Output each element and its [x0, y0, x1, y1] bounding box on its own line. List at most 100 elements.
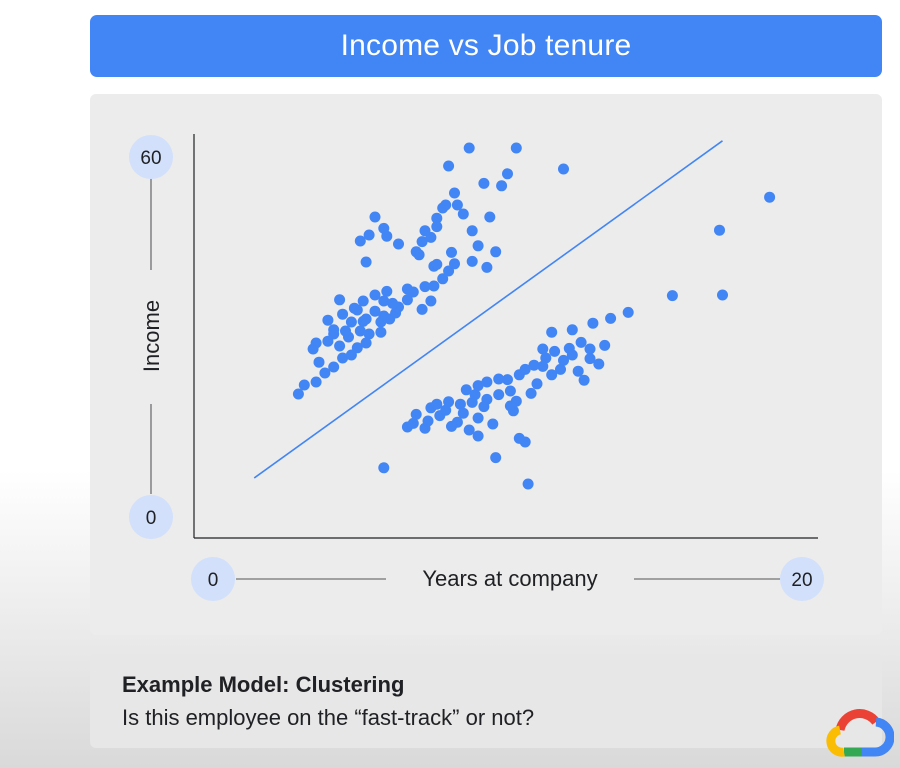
data-point-51 [466, 255, 478, 267]
data-point-61 [419, 225, 431, 237]
data-point-94 [440, 404, 452, 416]
data-point-10 [334, 340, 346, 352]
data-point-22 [369, 305, 381, 317]
data-point-23 [363, 328, 375, 340]
chart-panel: 60 0 0 20 Years at company Income [90, 94, 882, 635]
data-point-141 [472, 430, 484, 442]
data-point-85 [378, 462, 390, 474]
data-point-108 [493, 373, 505, 385]
y-tick-label-bottom: 0 [146, 508, 157, 529]
data-point-144 [513, 432, 525, 444]
data-point-87 [407, 417, 419, 429]
data-point-80 [502, 168, 513, 180]
data-point-63 [410, 246, 422, 258]
data-point-4 [328, 361, 340, 373]
data-point-54 [466, 225, 478, 237]
chart-title: Income vs Job tenure [340, 29, 632, 62]
data-point-78 [478, 177, 490, 189]
data-point-127 [572, 365, 584, 377]
data-point-97 [457, 407, 469, 419]
data-point-67 [378, 222, 390, 234]
data-point-151 [764, 191, 776, 203]
data-point-42 [425, 295, 437, 307]
data-point-15 [360, 337, 372, 349]
data-point-18 [345, 316, 357, 328]
data-point-83 [463, 142, 475, 154]
data-point-150 [717, 289, 728, 301]
data-point-32 [375, 326, 387, 338]
data-point-107 [481, 376, 493, 388]
data-point-6 [313, 356, 325, 368]
data-point-124 [555, 363, 566, 375]
data-point-74 [457, 208, 469, 220]
title-bar: Income vs Job tenure [90, 15, 882, 77]
data-point-28 [357, 295, 369, 307]
data-point-135 [546, 326, 558, 338]
data-point-19 [340, 325, 351, 337]
data-point-52 [481, 261, 493, 273]
data-point-90 [422, 415, 434, 427]
data-point-40 [401, 294, 413, 306]
data-point-16 [322, 314, 334, 326]
y-tick-top-badge [129, 135, 173, 179]
scatter-chart: 60 0 0 20 Years at company Income [129, 134, 824, 601]
trend-line [253, 140, 723, 479]
data-point-73 [440, 199, 452, 211]
data-point-111 [504, 385, 516, 397]
data-point-69 [360, 256, 372, 268]
data-point-116 [537, 360, 549, 372]
data-point-0 [292, 388, 304, 400]
caption-subtitle: Is this employee on the “fast-track” or … [122, 705, 535, 730]
data-point-79 [496, 180, 508, 192]
x-tick-right-badge [780, 557, 824, 601]
data-point-60 [431, 221, 443, 233]
data-point-121 [584, 343, 596, 355]
data-point-36 [378, 295, 390, 307]
data-point-62 [416, 236, 428, 248]
data-point-66 [363, 229, 375, 241]
data-point-95 [443, 396, 455, 408]
data-point-96 [454, 398, 466, 410]
data-point-84 [558, 163, 569, 175]
data-points [292, 142, 776, 490]
data-point-12 [351, 342, 363, 354]
data-point-41 [416, 303, 428, 315]
data-point-31 [348, 302, 360, 314]
data-point-39 [369, 289, 381, 301]
data-point-130 [605, 312, 617, 324]
caption-title: Example Model: Clustering [122, 672, 405, 697]
data-point-93 [431, 398, 443, 410]
data-point-118 [549, 345, 561, 357]
data-point-77 [449, 187, 460, 199]
y-tick-label-top: 60 [140, 148, 161, 169]
data-point-145 [522, 478, 534, 490]
data-point-100 [460, 384, 472, 396]
data-point-68 [369, 211, 381, 223]
data-point-109 [502, 374, 513, 386]
data-point-29 [334, 294, 346, 306]
data-point-47 [437, 273, 449, 285]
data-point-114 [531, 378, 543, 390]
data-point-8 [310, 337, 322, 349]
data-point-37 [381, 285, 393, 297]
data-point-30 [328, 324, 340, 336]
x-tick-label-right: 20 [791, 570, 812, 591]
data-point-88 [410, 408, 422, 420]
data-point-146 [504, 400, 516, 412]
data-point-149 [714, 224, 725, 236]
data-point-115 [519, 363, 531, 375]
data-point-76 [484, 211, 496, 223]
data-point-140 [446, 420, 457, 432]
data-point-70 [354, 235, 366, 247]
y-axis-label: Income [139, 300, 164, 372]
data-point-148 [666, 290, 678, 302]
data-point-82 [443, 160, 455, 172]
data-point-38 [387, 297, 399, 309]
x-axis-label: Years at company [422, 566, 597, 591]
data-point-75 [451, 199, 463, 211]
data-point-44 [401, 283, 413, 295]
data-point-57 [431, 258, 443, 270]
data-point-3 [319, 367, 331, 379]
data-point-45 [419, 281, 431, 293]
data-point-139 [463, 424, 475, 436]
